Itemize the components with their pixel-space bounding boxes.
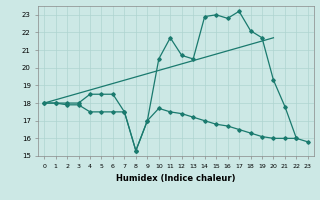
X-axis label: Humidex (Indice chaleur): Humidex (Indice chaleur) <box>116 174 236 183</box>
